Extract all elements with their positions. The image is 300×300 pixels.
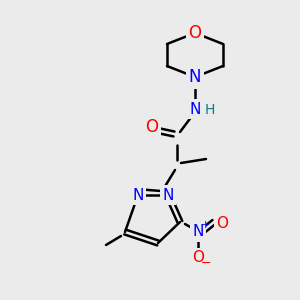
Text: N: N bbox=[189, 68, 201, 86]
Text: O: O bbox=[216, 217, 228, 232]
Text: −: − bbox=[201, 256, 211, 269]
Text: N: N bbox=[162, 188, 174, 202]
Text: N: N bbox=[192, 224, 204, 239]
Text: N: N bbox=[189, 101, 201, 116]
Text: N: N bbox=[132, 188, 144, 202]
Text: O: O bbox=[146, 118, 158, 136]
Text: H: H bbox=[205, 103, 215, 117]
Text: O: O bbox=[188, 24, 202, 42]
Text: +: + bbox=[200, 220, 210, 230]
Text: O: O bbox=[192, 250, 204, 266]
